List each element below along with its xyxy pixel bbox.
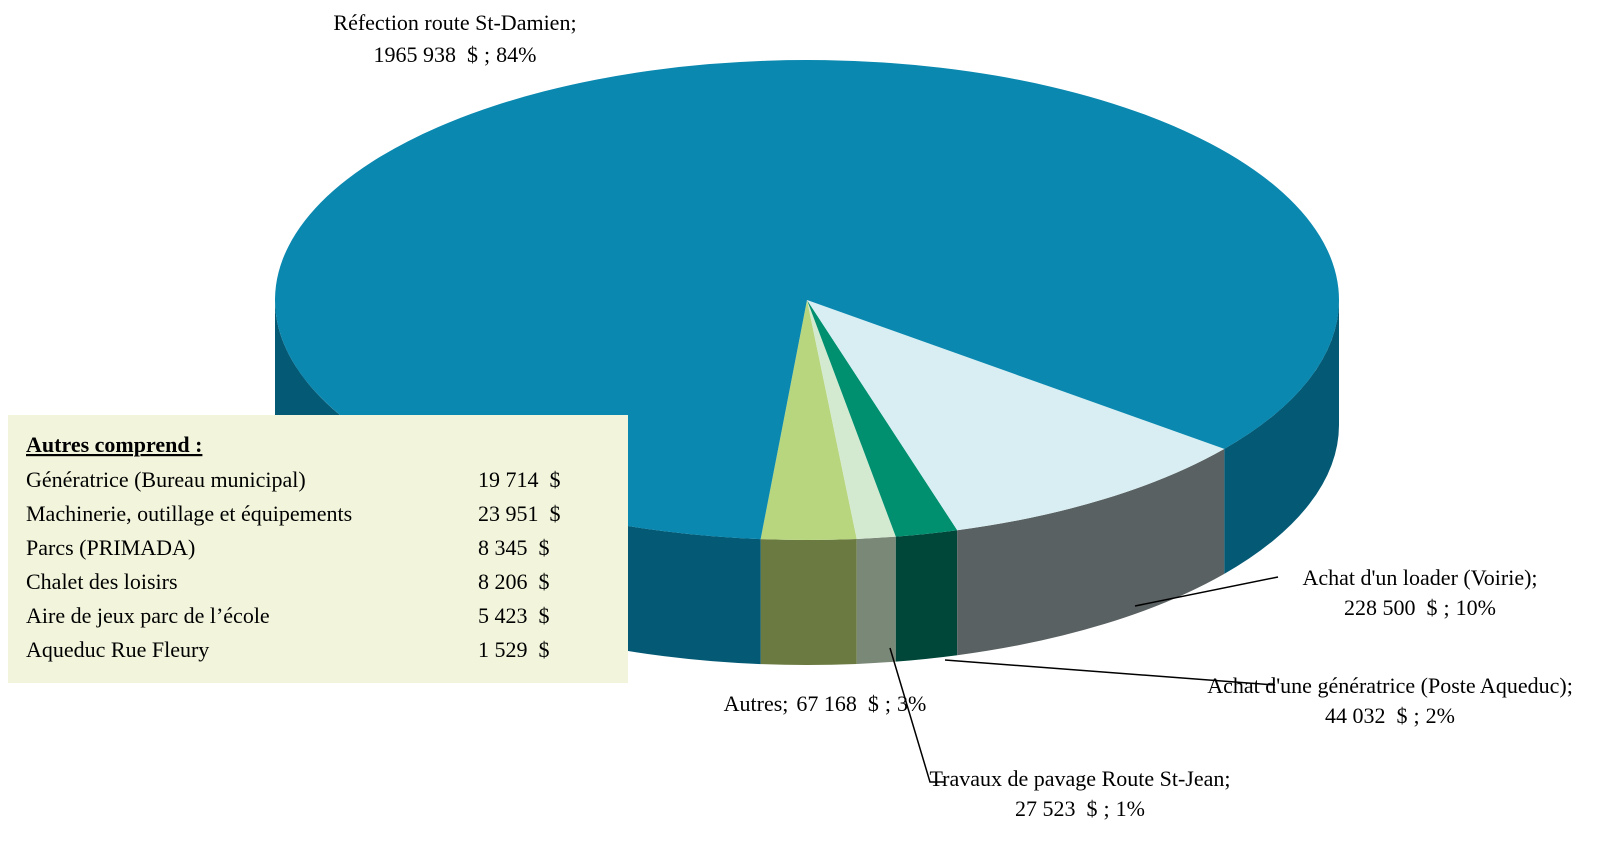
value-label: 27 523 $ <box>1015 796 1098 821</box>
slice-side <box>760 538 857 665</box>
category-name: Achat d'une génératrice (Poste Aqueduc) <box>1207 673 1567 698</box>
data-label: Achat d'une génératrice (Poste Aqueduc);… <box>1207 673 1573 728</box>
slice-side <box>856 536 896 664</box>
separator: ; <box>484 42 490 67</box>
separator: ; <box>1414 703 1420 728</box>
separator: ; <box>1104 796 1110 821</box>
inset-item: Aqueduc Rue Fleury <box>26 637 209 662</box>
inset-amount: 8 345 $ <box>478 535 550 560</box>
separator: ; <box>1567 673 1573 698</box>
slice-side <box>957 448 1225 656</box>
slice <box>807 300 896 539</box>
slice <box>807 300 958 537</box>
separator: ; <box>782 691 788 716</box>
percent-label: 84% <box>496 42 536 67</box>
separator: ; <box>570 10 576 35</box>
inset-item: Parcs (PRIMADA) <box>26 535 195 560</box>
data-label: Travaux de pavage Route St-Jean; 27 523 $… <box>929 766 1230 821</box>
percent-label: 3% <box>897 691 926 716</box>
separator: ; <box>1531 565 1537 590</box>
value-label: 1965 938 $ <box>374 42 479 67</box>
data-label: Réfection route St-Damien; 1965 938 $; 84% <box>333 10 576 67</box>
category-name: Achat d'un loader (Voirie) <box>1302 565 1531 590</box>
data-label: Achat d'un loader (Voirie); 228 500 $; 10% <box>1302 565 1537 620</box>
value-label: 228 500 $ <box>1344 595 1438 620</box>
percent-label: 2% <box>1426 703 1455 728</box>
data-label: Autres; 67 168 $; 3% <box>724 691 927 716</box>
leader-line <box>1134 576 1279 607</box>
inset-title: Autres comprend : <box>26 432 202 457</box>
inset-amount: 5 423 $ <box>478 603 550 628</box>
leader-line <box>944 659 1276 686</box>
slice-side <box>1224 300 1339 574</box>
separator: ; <box>885 691 891 716</box>
percent-label: 1% <box>1116 796 1145 821</box>
inset-box <box>8 415 628 683</box>
slice <box>760 300 857 540</box>
slice <box>807 300 1225 531</box>
inset-item: Génératrice (Bureau municipal) <box>26 467 306 492</box>
inset-item: Aire de jeux parc de l’école <box>26 603 270 628</box>
percent-label: 10% <box>1456 595 1496 620</box>
leader-line <box>889 647 945 783</box>
value-label: 44 032 $ <box>1325 703 1408 728</box>
inset-amount: 8 206 $ <box>478 569 550 594</box>
inset-item: Chalet des loisirs <box>26 569 178 594</box>
separator: ; <box>1224 766 1230 791</box>
inset-amount: 19 714 $ <box>478 467 561 492</box>
category-name: Travaux de pavage Route St-Jean <box>929 766 1224 791</box>
category-name: Autres <box>724 691 783 716</box>
value-label: 67 168 $ <box>796 691 879 716</box>
inset-item: Machinerie, outillage et équipements <box>26 501 352 526</box>
inset-amount: 23 951 $ <box>478 501 561 526</box>
inset-amount: 1 529 $ <box>478 637 550 662</box>
separator: ; <box>1444 595 1450 620</box>
category-name: Réfection route St-Damien <box>333 10 570 35</box>
slice-side <box>895 530 958 662</box>
